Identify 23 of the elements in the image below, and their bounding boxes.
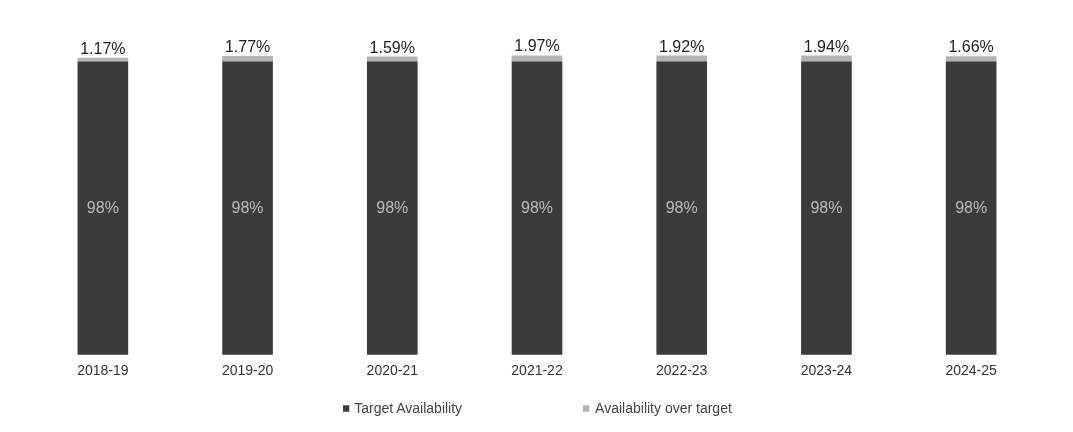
data-label: 98% xyxy=(810,199,843,217)
data-label: 1.97% xyxy=(514,37,560,55)
data-label: 1.77% xyxy=(224,38,271,56)
data-label: 98% xyxy=(376,199,409,217)
data-label: 98% xyxy=(231,199,264,217)
legend-label: Availability over target xyxy=(595,400,732,416)
data-label: 98% xyxy=(86,199,119,217)
legend-label: Target Availability xyxy=(354,400,463,416)
x-tick-label: 2019-20 xyxy=(221,361,274,378)
x-tick-label: 2018-19 xyxy=(77,361,129,378)
x-tick-label: 2021-22 xyxy=(511,361,563,378)
data-label: 98% xyxy=(955,199,988,217)
x-tick-label: 2022-23 xyxy=(656,361,708,378)
x-tick-label: 2020-21 xyxy=(366,361,419,378)
data-label: 1.66% xyxy=(948,38,994,56)
data-label: 1.59% xyxy=(369,38,415,56)
data-label: 98% xyxy=(665,199,698,217)
data-label: 1.92% xyxy=(659,37,705,55)
x-tick-label: 2023-24 xyxy=(800,361,853,378)
data-label: 1.94% xyxy=(803,37,850,55)
data-label: 1.17% xyxy=(80,39,126,57)
data-label: 98% xyxy=(520,199,554,217)
x-tick-label: 2024-25 xyxy=(945,361,998,378)
